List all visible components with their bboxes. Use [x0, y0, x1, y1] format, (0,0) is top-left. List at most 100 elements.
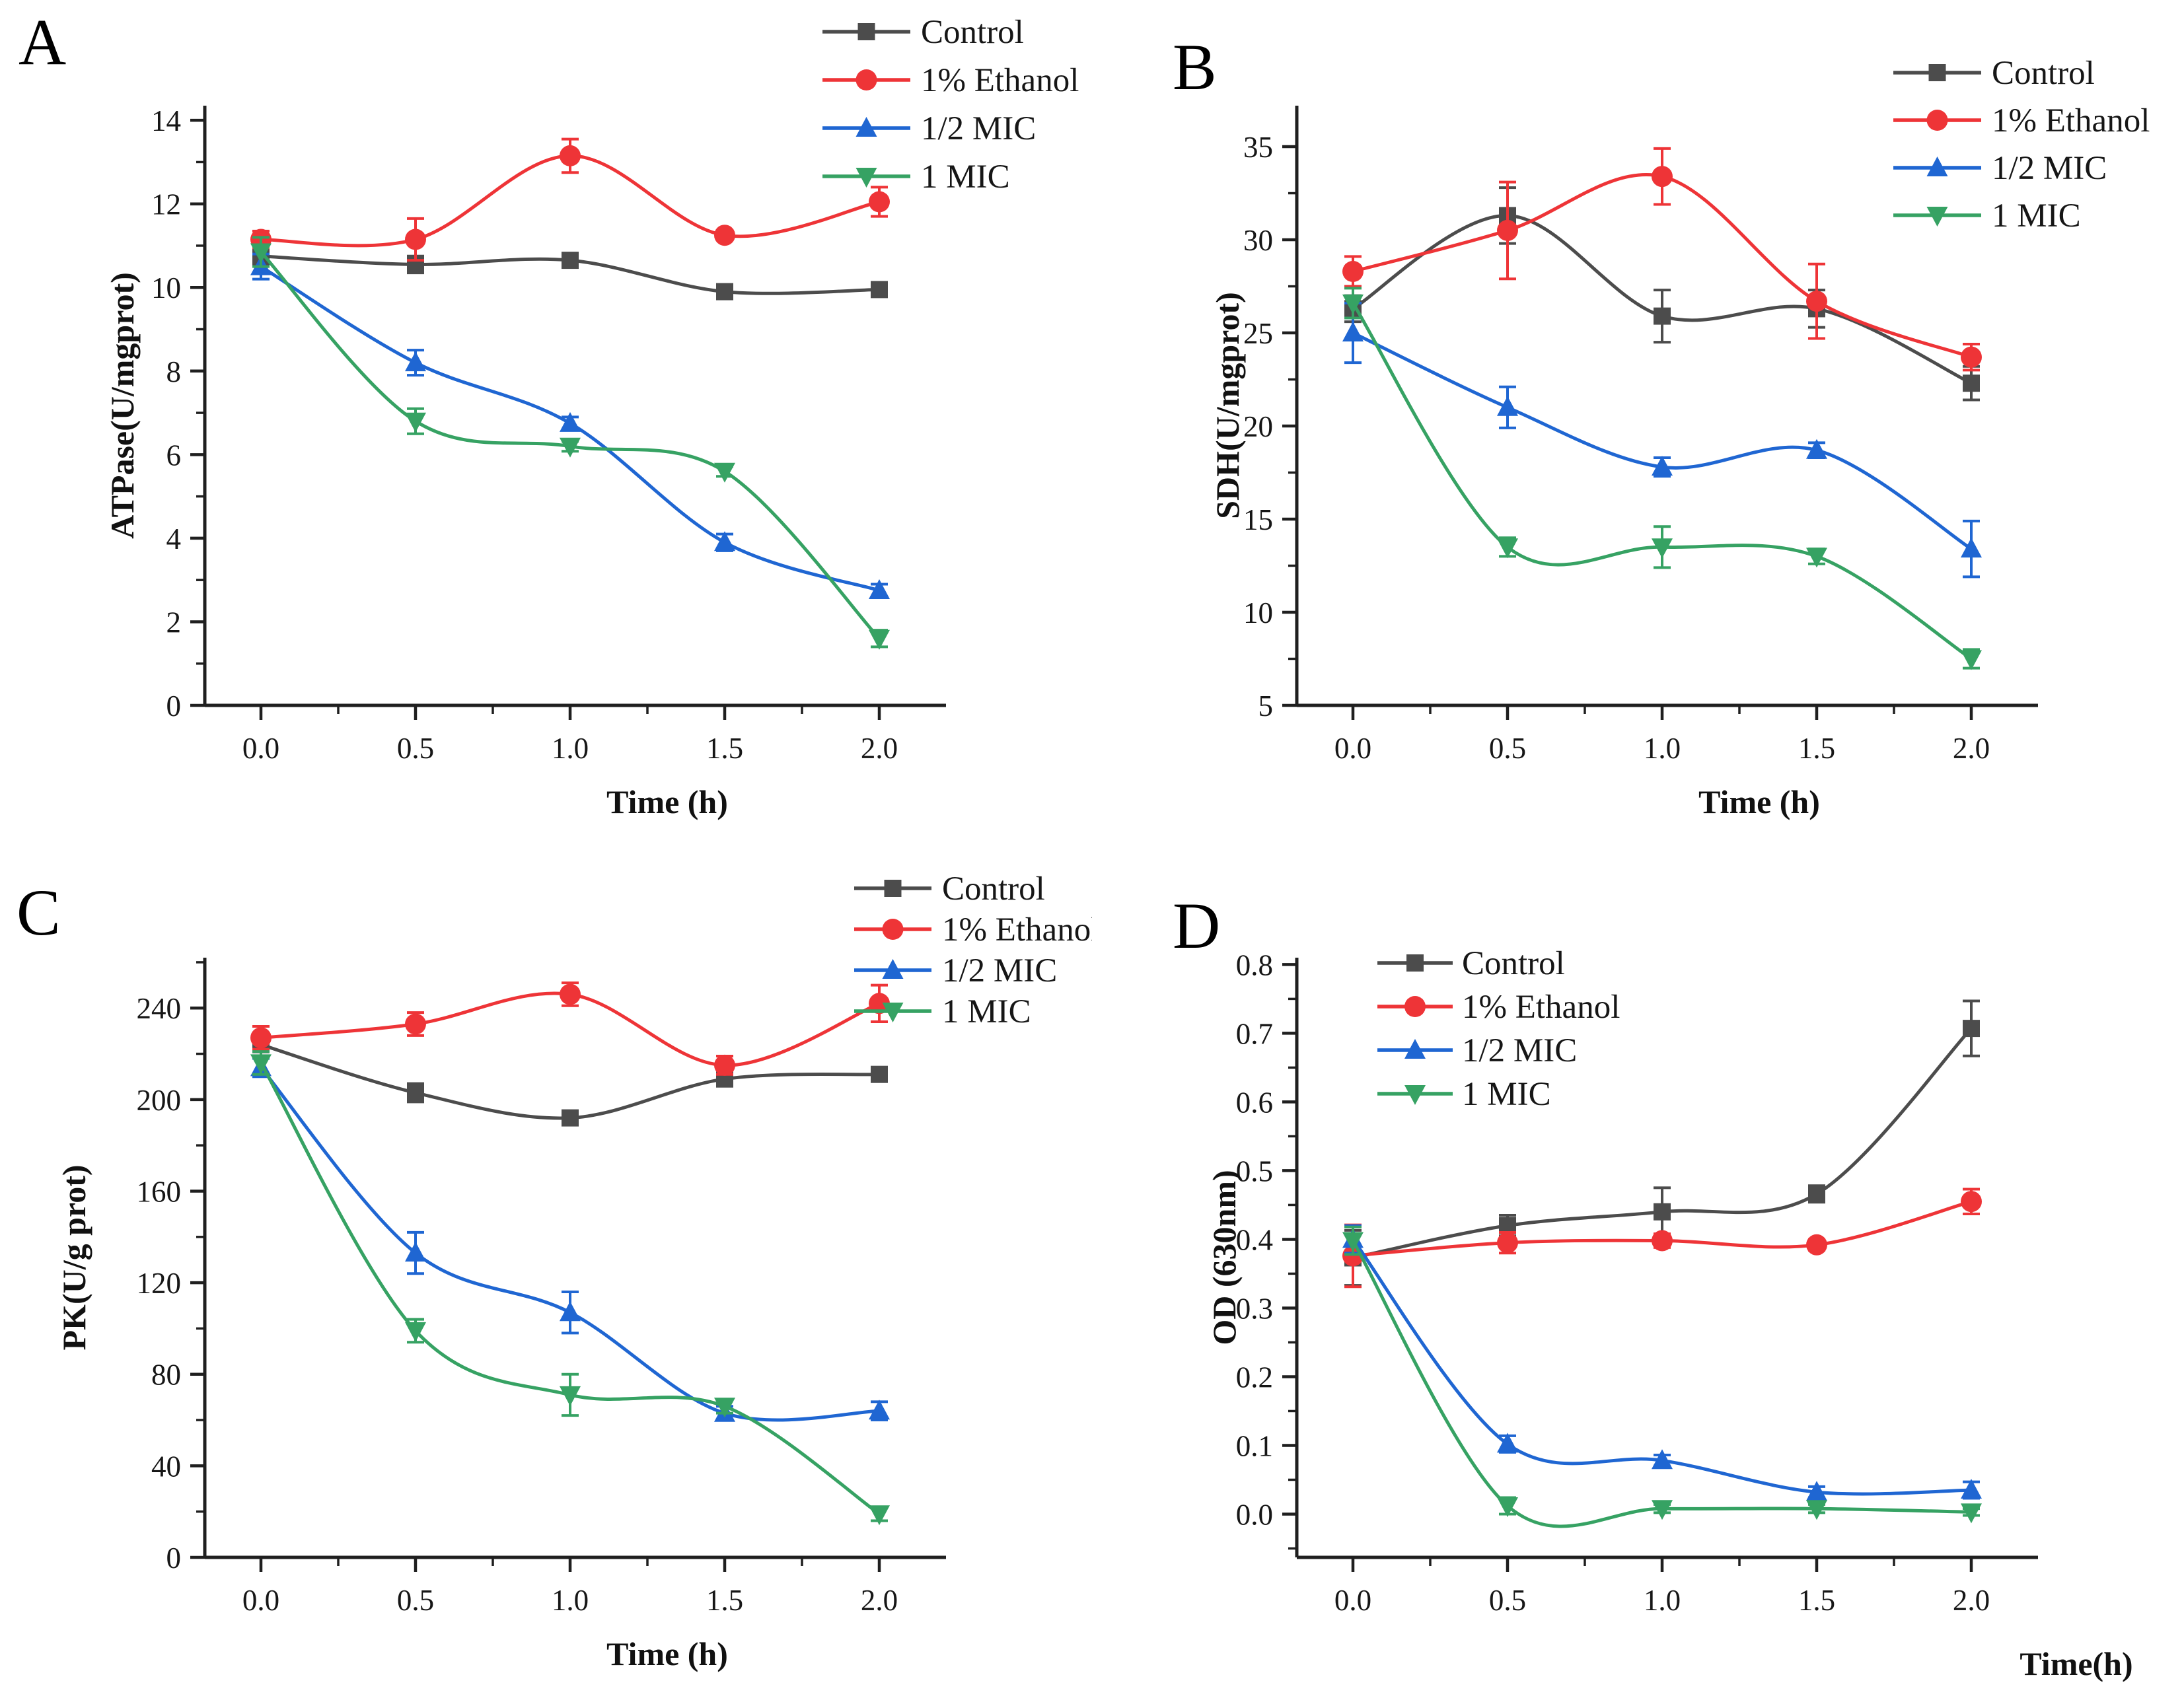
od-line-chart: 0.0 0.1 0.2 0.3 0.4 0.5 0.6 0.7 0.8 0.0 0.5 1.0 1.5 2… — [1236, 945, 2038, 1617]
y-tick-label: 10 — [151, 271, 181, 304]
y-tick-label: 120 — [137, 1267, 182, 1300]
data-point-marker — [1652, 166, 1673, 188]
legend-label: 1 MIC — [921, 159, 1010, 195]
data-point-marker — [405, 1013, 426, 1035]
y-axis-label-sdh: SDH(U/mgprot) — [1209, 292, 1246, 519]
x-tick-label: 0.5 — [397, 732, 434, 765]
x-axis-label-time-c: Time (h) — [606, 1635, 728, 1672]
y-tick-label: 8 — [166, 355, 182, 388]
data-point-marker — [1961, 346, 1982, 368]
legend-marker — [855, 168, 877, 188]
data-point-marker — [1652, 538, 1673, 559]
x-tick-label: 2.0 — [861, 1584, 898, 1617]
y-tick-label: 0.4 — [1236, 1223, 1273, 1256]
data-point-marker — [560, 437, 581, 458]
legend-marker — [1928, 64, 1946, 81]
data-point-marker — [1342, 1232, 1364, 1252]
y-tick-label: 30 — [1243, 224, 1273, 257]
y-tick-label: 0 — [166, 1542, 182, 1575]
pk-line-chart: 0 40 80 120 160 200 240 0.0 0.5 1.0 1.5 2.0 Control 1… — [137, 870, 1093, 1617]
data-point-marker — [562, 252, 579, 269]
data-point-marker — [714, 225, 735, 246]
y-tick-label: 0 — [166, 690, 182, 723]
legend-marker — [855, 69, 877, 90]
legend-marker — [1404, 1085, 1426, 1105]
y-tick-label: 80 — [151, 1359, 181, 1392]
data-point-marker — [1652, 1500, 1673, 1520]
data-point-marker — [1654, 1203, 1671, 1221]
legend-marker — [884, 880, 902, 897]
y-tick-label: 5 — [1258, 690, 1274, 723]
y-tick-label: 20 — [1243, 410, 1273, 443]
data-point-marker — [405, 1242, 426, 1262]
data-point-marker — [869, 993, 890, 1014]
x-tick-label: 0.5 — [397, 1584, 434, 1617]
y-tick-label: 0.2 — [1236, 1361, 1273, 1394]
y-tick-label: 240 — [137, 992, 182, 1025]
y-tick-label: 0.3 — [1236, 1292, 1273, 1325]
legend-marker — [857, 23, 875, 40]
x-tick-label: 1.5 — [706, 1584, 743, 1617]
data-point-marker — [716, 283, 733, 301]
data-point-marker — [714, 1398, 735, 1418]
data-point-marker — [1806, 548, 1827, 568]
legend-marker — [1404, 1039, 1426, 1059]
legend-marker — [882, 919, 904, 940]
legend-marker — [1926, 157, 1948, 176]
data-point-marker — [1497, 396, 1518, 416]
data-point-marker — [869, 579, 890, 599]
panel-letter-d: D — [1173, 889, 1221, 962]
legend-label: 1% Ethanol — [1992, 102, 2150, 139]
data-point-marker — [560, 1386, 581, 1406]
panel-letter-c: C — [17, 876, 61, 949]
y-tick-label: 2 — [166, 606, 182, 639]
series-line — [259, 1061, 881, 1516]
legend-marker — [1926, 207, 1948, 227]
atpase-line-chart: 0 2 4 6 8 10 12 14 0.0 0.5 1.0 1.5 2.0 Control 1% Etha… — [151, 14, 1079, 765]
y-tick-label: 0.6 — [1236, 1086, 1273, 1119]
y-axis-label-od: OD (630nm) — [1206, 1170, 1243, 1345]
data-point-marker — [405, 1322, 426, 1342]
data-point-marker — [1961, 1503, 1982, 1524]
data-point-marker — [1497, 1497, 1518, 1517]
x-tick-label: 1.0 — [552, 1584, 589, 1617]
data-point-marker — [250, 1027, 272, 1049]
sdh-line-chart: 5 10 15 20 25 30 35 0.0 0.5 1.0 1.5 2.0 Control 1% Et… — [1243, 55, 2150, 765]
x-tick-label: 2.0 — [861, 732, 898, 765]
x-axis-label-time-a: Time (h) — [606, 783, 728, 820]
y-axis-label-pk: PK(U/g prot) — [55, 1164, 92, 1351]
legend-label: 1/2 MIC — [1992, 150, 2107, 187]
legend-label: 1 MIC — [1462, 1076, 1551, 1113]
panel-letter-b: B — [1173, 30, 1217, 104]
legend-label: 1/2 MIC — [1462, 1032, 1577, 1069]
data-point-marker — [1806, 1500, 1827, 1520]
x-tick-label: 2.0 — [1953, 732, 1990, 765]
data-point-marker — [1652, 1230, 1673, 1252]
series-line — [1351, 331, 1973, 551]
x-tick-label: 1.5 — [1798, 1584, 1835, 1617]
data-point-marker — [1652, 1449, 1673, 1470]
data-point-marker — [560, 145, 581, 166]
panel-letter-a: A — [18, 5, 67, 79]
legend-label: 1% Ethanol — [921, 62, 1079, 99]
x-tick-label: 1.0 — [552, 732, 589, 765]
series-line — [1351, 1237, 1973, 1496]
panel-c-pk: 0 40 80 120 160 200 240 0.0 0.5 1.0 1.5 2.0 Control 1… — [0, 852, 1092, 1704]
y-tick-label: 0.5 — [1236, 1154, 1273, 1188]
data-point-marker — [405, 351, 426, 372]
panel-b-sdh: 5 10 15 20 25 30 35 0.0 0.5 1.0 1.5 2.0 Control 1% Et… — [1092, 0, 2184, 852]
data-point-marker — [871, 1065, 888, 1083]
data-point-marker — [1342, 261, 1364, 282]
legend-label: Control — [1462, 945, 1565, 982]
y-tick-label: 40 — [151, 1450, 181, 1483]
data-point-marker — [1961, 1479, 1982, 1499]
data-point-marker — [405, 229, 426, 250]
legend-label: 1/2 MIC — [942, 952, 1057, 989]
data-point-marker — [869, 1400, 890, 1420]
x-tick-label: 0.0 — [242, 732, 279, 765]
data-point-marker — [560, 411, 581, 432]
data-point-marker — [1497, 219, 1518, 241]
legend-label: 1 MIC — [942, 993, 1031, 1030]
series-line — [259, 1065, 881, 1422]
y-tick-label: 15 — [1243, 503, 1273, 536]
